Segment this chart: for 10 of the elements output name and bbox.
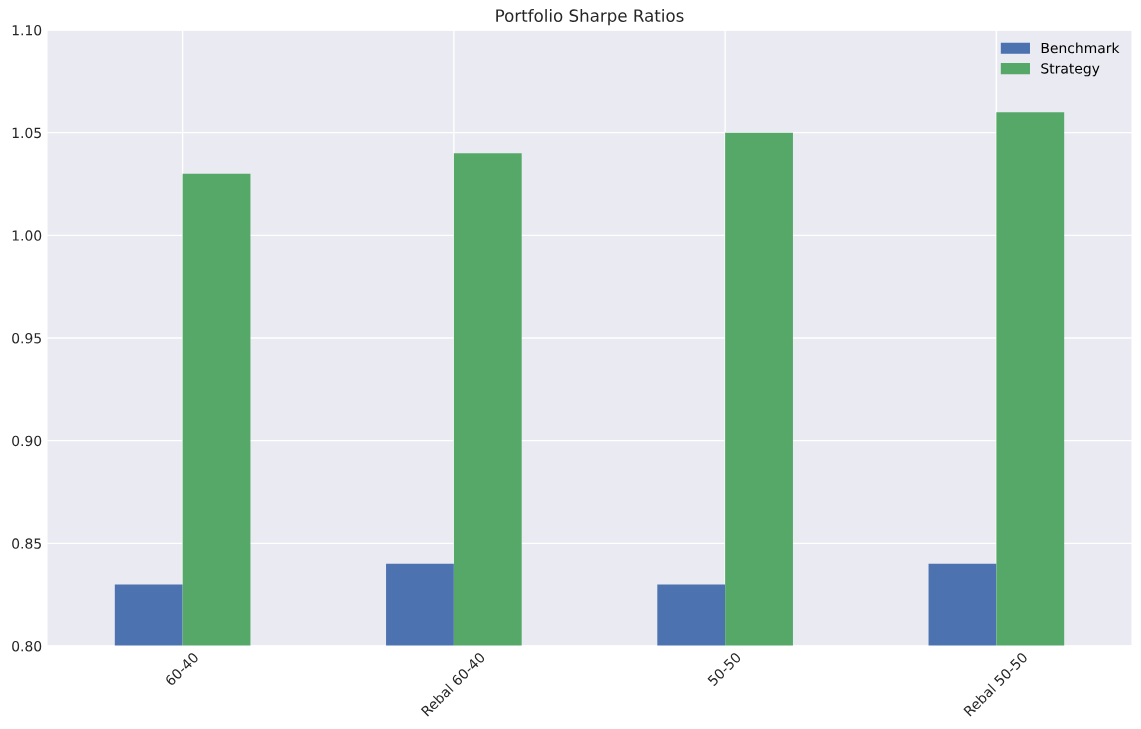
y-tick-label: 0.85 xyxy=(12,538,41,549)
y-tick-label: 0.80 xyxy=(12,640,42,652)
legend-label: Benchmark xyxy=(1041,42,1120,54)
chart-title: Portfolio Sharpe Ratios xyxy=(496,9,684,26)
y-tick-label: 0.95 xyxy=(12,332,41,344)
y-tick-label: 0.90 xyxy=(12,435,42,447)
y-tick-label: 1.00 xyxy=(12,230,42,241)
y-tick-label: 1.10 xyxy=(12,24,42,36)
y-tick-label: 1.05 xyxy=(12,127,41,139)
legend-label: Strategy xyxy=(1041,63,1100,77)
